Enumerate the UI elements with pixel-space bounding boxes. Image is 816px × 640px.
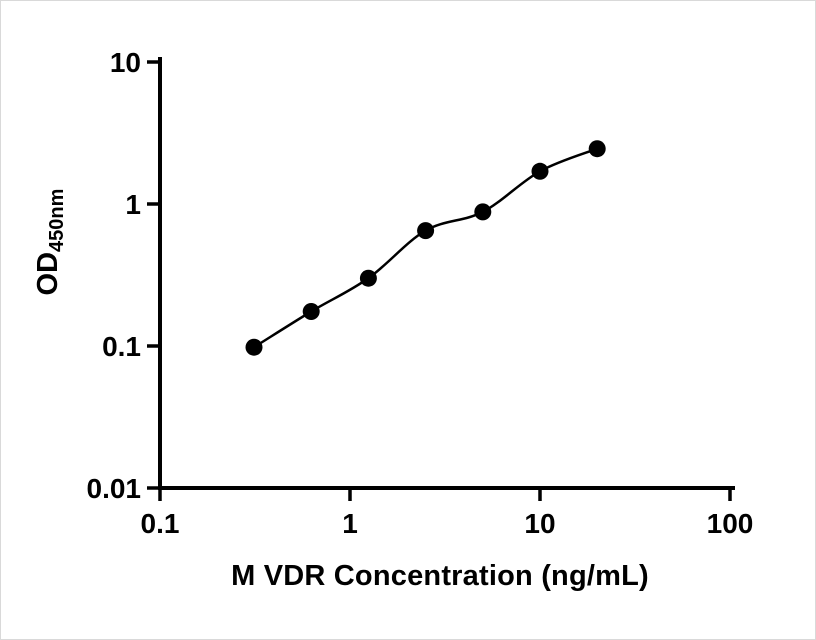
y-axis-title-main: OD — [32, 251, 64, 296]
data-point — [417, 222, 435, 240]
y-tick-label: 0.1 — [102, 331, 141, 362]
data-point — [359, 269, 377, 287]
data-point — [474, 203, 492, 221]
x-axis-title: M VDR Concentration (ng/mL) — [231, 560, 649, 592]
data-point — [302, 303, 320, 320]
y-axis-title-subscript: 450nm — [46, 188, 68, 252]
x-tick-label: 1 — [342, 508, 358, 539]
y-axis-title: OD450nm — [32, 72, 72, 412]
data-point — [245, 338, 263, 356]
data-point — [531, 162, 549, 180]
data-point — [588, 140, 606, 158]
x-tick-label: 100 — [707, 508, 754, 539]
x-tick-label: 10 — [524, 508, 555, 539]
y-tick-label: 1 — [125, 189, 141, 220]
y-tick-label: 10 — [110, 47, 141, 78]
y-tick-label: 0.01 — [87, 473, 142, 504]
x-tick-label: 0.1 — [141, 508, 180, 539]
